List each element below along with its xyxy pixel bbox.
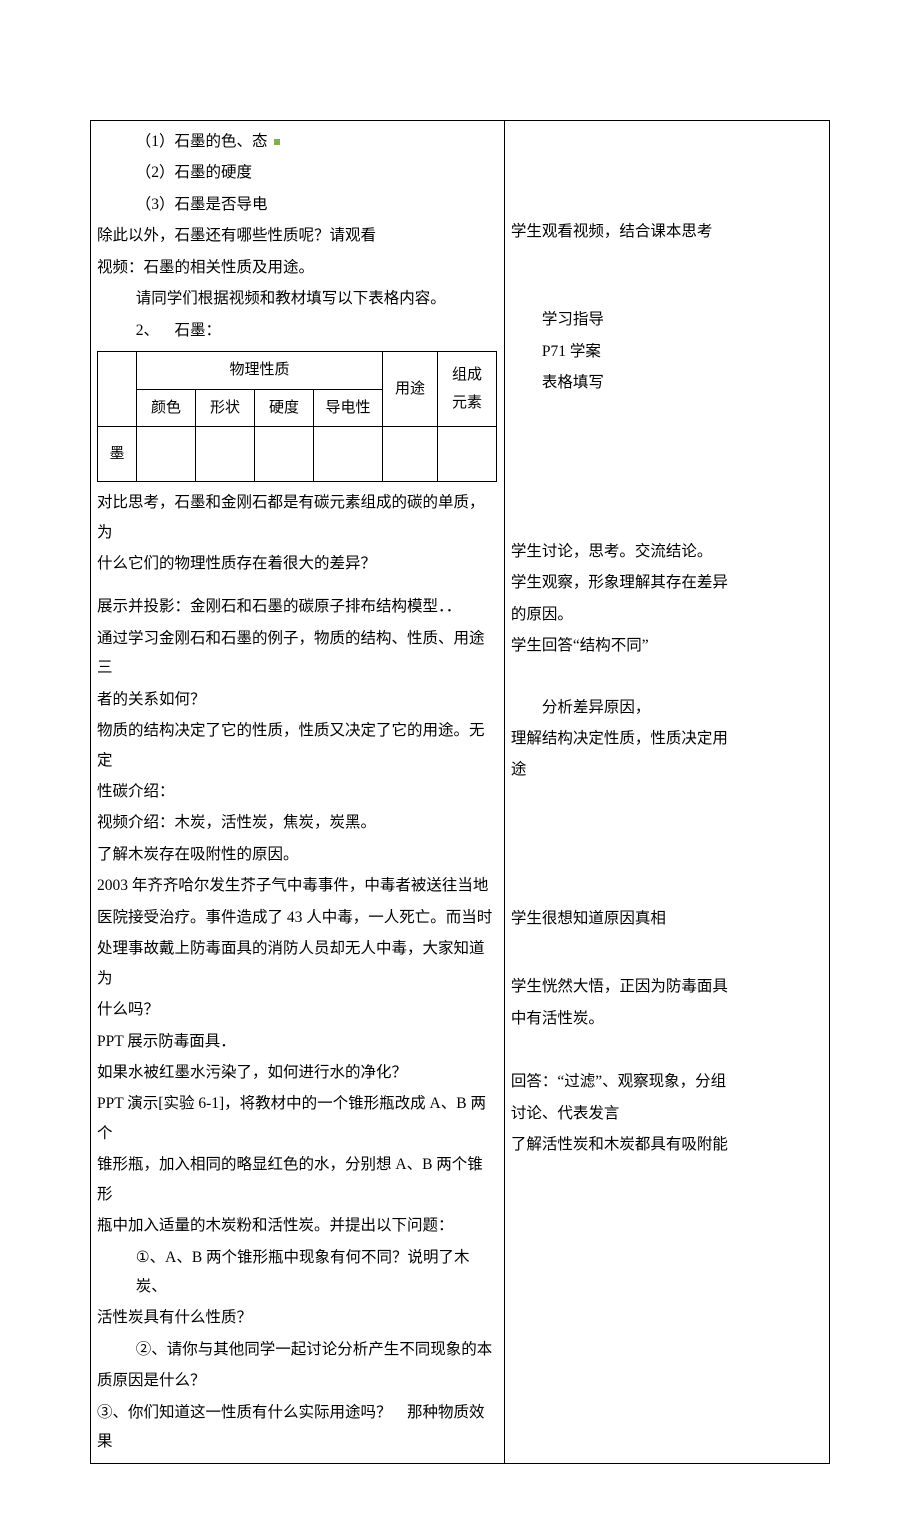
paragraph: 途 — [511, 755, 823, 784]
paragraph: 2003 年齐齐哈尔发生芥子气中毒事件，中毒者被送往当地 — [97, 871, 498, 900]
table-header: 组成 元素 — [438, 352, 497, 427]
spacer — [97, 580, 498, 590]
paragraph: 除此以外，石墨还有哪些性质呢？请观看 — [97, 221, 498, 250]
paragraph: 处理事故戴上防毒面具的消防人员却无人中毒，大家知道为 — [97, 934, 498, 993]
table-header: 物理性质 — [137, 352, 383, 390]
paragraph: 讨论、代表发言 — [511, 1099, 823, 1128]
right-cell: 学生观看视频，结合课本思考 学习指导 P71 学案 表格填写 学生讨论，思考。交… — [504, 121, 829, 1464]
paragraph: 表格填写 — [511, 368, 823, 397]
spacer — [511, 935, 823, 970]
table-cell: 墨 — [98, 427, 137, 482]
paragraph: 学生观察，形象理解其存在差异 — [511, 568, 823, 597]
line-item: （2）石墨的硬度 — [97, 158, 498, 187]
line-item: （3）石墨是否导电 — [97, 190, 498, 219]
paragraph: 性碳介绍： — [97, 777, 498, 806]
table-cell — [196, 427, 255, 482]
table-cell — [438, 427, 497, 482]
paragraph: 什么它们的物理性质存在着很大的差异？ — [97, 549, 498, 578]
paragraph: 活性炭具有什么性质？ — [97, 1303, 498, 1332]
paragraph: 什么吗？ — [97, 995, 498, 1024]
text: 组成 — [444, 361, 490, 390]
table-header — [98, 352, 137, 427]
paragraph: ②、请你与其他同学一起讨论分析产生不同现象的本 — [97, 1335, 498, 1364]
table-header: 形状 — [196, 389, 255, 427]
paragraph: 中有活性炭。 — [511, 1004, 823, 1033]
text: 元素 — [444, 389, 490, 418]
table-header: 硬度 — [255, 389, 314, 427]
document-page: （1）石墨的色、态 （2）石墨的硬度 （3）石墨是否导电 除此以外，石墨还有哪些… — [0, 0, 920, 1524]
paragraph: 锥形瓶，加入相同的略显红色的水，分别想 A、B 两个锥形 — [97, 1150, 498, 1209]
paragraph: 瓶中加入适量的木炭粉和活性炭。并提出以下问题： — [97, 1211, 498, 1240]
table-header: 导电性 — [314, 389, 383, 427]
paragraph: 通过学习金刚石和石墨的例子，物质的结构、性质、用途三 — [97, 624, 498, 683]
table-header: 用途 — [383, 352, 438, 427]
table-cell — [314, 427, 383, 482]
marker-icon — [274, 139, 280, 145]
list-item: 2、 石墨： — [97, 316, 498, 345]
paragraph: 视频：石墨的相关性质及用途。 — [97, 253, 498, 282]
paragraph: 展示并投影：金刚石和石墨的碳原子排布结构模型．． — [97, 592, 498, 621]
paragraph: ③、你们知道这一性质有什么实际用途吗？ 那种物质效果 — [97, 1398, 498, 1457]
paragraph: 视频介绍：木炭，活性炭，焦炭，炭黑。 — [97, 808, 498, 837]
paragraph: 分析差异原因， — [511, 693, 823, 722]
table-row: 物理性质 用途 组成 元素 — [98, 352, 497, 390]
table-row: 墨 — [98, 427, 497, 482]
paragraph: 学习指导 — [511, 305, 823, 334]
table-row: （1）石墨的色、态 （2）石墨的硬度 （3）石墨是否导电 除此以外，石墨还有哪些… — [91, 121, 830, 1464]
line-item: （1）石墨的色、态 — [97, 127, 498, 156]
paragraph: P71 学案 — [511, 337, 823, 366]
paragraph: 学生讨论，思考。交流结论。 — [511, 537, 823, 566]
spacer — [511, 248, 823, 303]
paragraph: PPT 展示防毒面具． — [97, 1027, 498, 1056]
graphite-property-table: 物理性质 用途 组成 元素 颜色 形状 硬度 导电性 — [97, 351, 497, 482]
paragraph: 的原因。 — [511, 600, 823, 629]
paragraph: 学生恍然大悟，正因为防毒面具 — [511, 972, 823, 1001]
paragraph: 医院接受治疗。事件造成了 43 人中毒，一人死亡。而当时 — [97, 903, 498, 932]
paragraph: 对比思考，石墨和金刚石都是有碳元素组成的碳的单质，为 — [97, 488, 498, 547]
paragraph: 了解活性炭和木炭都具有吸附能 — [511, 1130, 823, 1159]
paragraph: ①、A、B 两个锥形瓶中现象有何不同？说明了木炭、 — [97, 1243, 498, 1302]
paragraph: 质原因是什么？ — [97, 1366, 498, 1395]
spacer — [511, 125, 823, 215]
spacer — [511, 787, 823, 902]
spacer — [511, 1035, 823, 1065]
spacer — [511, 400, 823, 535]
paragraph: 学生很想知道原因真相 — [511, 904, 823, 933]
paragraph: 如果水被红墨水污染了，如何进行水的净化？ — [97, 1058, 498, 1087]
paragraph: 学生回答“结构不同” — [511, 631, 823, 660]
table-header: 颜色 — [137, 389, 196, 427]
table-cell — [137, 427, 196, 482]
paragraph: 学生观看视频，结合课本思考 — [511, 217, 823, 246]
spacer — [511, 663, 823, 691]
lesson-plan-table: （1）石墨的色、态 （2）石墨的硬度 （3）石墨是否导电 除此以外，石墨还有哪些… — [90, 120, 830, 1464]
list-prefix: 2、 — [136, 322, 159, 339]
paragraph: 了解木炭存在吸附性的原因。 — [97, 840, 498, 869]
paragraph: PPT 演示[实验 6-1]，将教材中的一个锥形瓶改成 A、B 两个 — [97, 1089, 498, 1148]
paragraph: 回答：“过滤”、观察现象，分组 — [511, 1067, 823, 1096]
text: （1）石墨的色、态 — [136, 133, 268, 150]
paragraph: 理解结构决定性质，性质决定用 — [511, 724, 823, 753]
table-cell — [255, 427, 314, 482]
paragraph: 物质的结构决定了它的性质，性质又决定了它的用途。无定 — [97, 716, 498, 775]
left-cell: （1）石墨的色、态 （2）石墨的硬度 （3）石墨是否导电 除此以外，石墨还有哪些… — [91, 121, 505, 1464]
table-cell — [383, 427, 438, 482]
paragraph: 请同学们根据视频和教材填写以下表格内容。 — [97, 284, 498, 313]
list-text: 石墨： — [175, 322, 222, 339]
paragraph: 者的关系如何？ — [97, 685, 498, 714]
